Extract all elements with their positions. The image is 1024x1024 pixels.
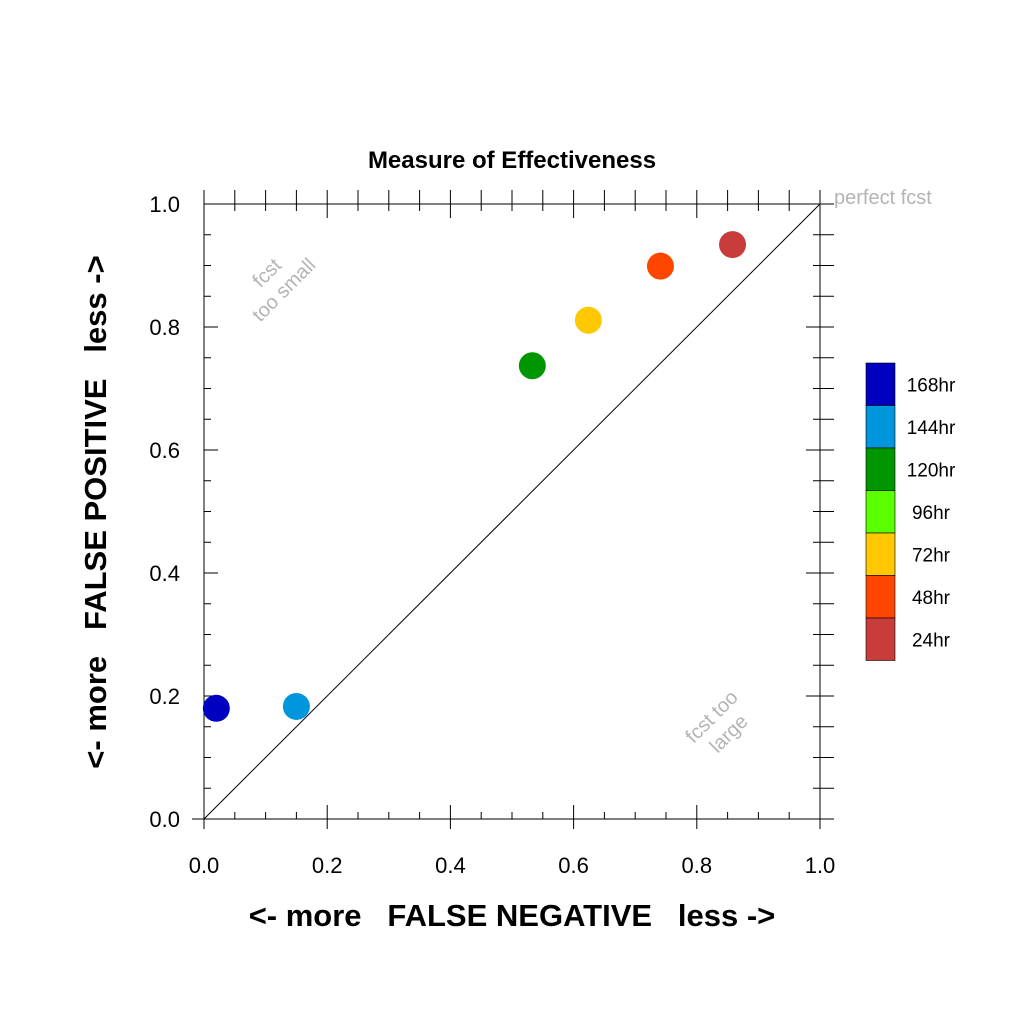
tick-labels: 0.0 0.2 0.4 0.6 0.8 1.0 0.0 0.2 0.4 0.6 0.8 1.0 [149,192,835,878]
perfect-forecast-diagonal [203,203,821,820]
x-tick-label: 0.4 [435,853,466,878]
legend-swatch-24hr [865,617,896,661]
legend-swatch-120hr [865,447,896,491]
y-tick-label: 0.2 [149,684,180,709]
legend-swatch-168hr [865,362,896,406]
perfect-forecast-annotation: perfect fcst [834,187,932,209]
y-tick-label: 1.0 [149,192,180,217]
chart-title: Measure of Effectiveness [368,147,656,174]
legend-swatch-72hr [865,532,896,576]
legend-label-120hr: 120hr [907,460,956,481]
x-tick-label: 0.6 [558,853,589,878]
data-point-72hr [574,306,602,334]
data-point-24hr [719,231,747,259]
too-small-annotation: fcst too small [248,254,320,326]
x-tick-label: 0.0 [189,853,220,878]
legend-label-72hr: 72hr [912,545,951,566]
lead-time-legend: 168hr 144hr 120hr 96hr 72hr 48hr 24hr [865,362,956,661]
legend-label-144hr: 144hr [907,418,956,439]
legend-label-24hr: 24hr [912,630,951,651]
data-point-144hr [282,692,310,720]
data-point-48hr [646,252,674,280]
x-tick-label: 0.2 [312,853,343,878]
y-axis-label: <- more FALSE POSITIVE less -> [78,255,113,768]
y-tick-label: 0.6 [149,438,180,463]
legend-label-96hr: 96hr [912,503,951,524]
y-tick-label: 0.8 [149,315,180,340]
forecast-points [202,231,747,722]
axis-ticks [192,190,834,829]
x-tick-label: 0.8 [682,853,713,878]
legend-swatch-96hr [865,490,896,534]
y-tick-label: 0.4 [149,561,180,586]
data-point-168hr [202,694,230,722]
x-tick-label: 1.0 [805,853,836,878]
legend-label-48hr: 48hr [912,588,951,609]
data-point-120hr [518,352,546,380]
legend-swatch-48hr [865,575,896,619]
x-axis-label: <- more FALSE NEGATIVE less -> [249,898,776,933]
legend-swatch-144hr [865,405,896,449]
too-large-annotation: fcst too large [682,687,753,758]
y-tick-label: 0.0 [149,807,180,832]
legend-label-168hr: 168hr [907,375,956,396]
